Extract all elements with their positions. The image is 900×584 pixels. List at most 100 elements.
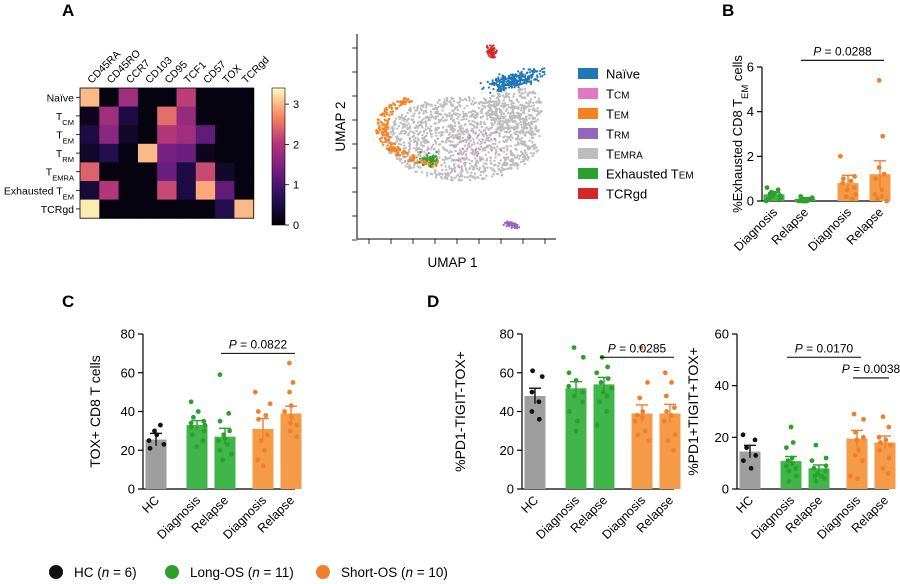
chartD2-point-4 [876,434,882,440]
umap-legend-swatch-tcrgd [578,188,598,199]
umap-point-tem [379,140,383,143]
umap-point-temra [429,113,433,116]
umap-point-temra [528,132,532,136]
umap-point-temra [513,156,517,159]
umap-point-temra [484,106,487,109]
umap-point-tem [398,154,402,157]
umap-point-temra [471,148,475,152]
umap-point-temra [463,176,466,179]
umap-point-temra [409,139,412,143]
umap-point-temra [499,117,502,120]
umap-point-temra [438,150,441,154]
umap-point-temra [527,113,531,117]
umap-point-naive [492,88,495,91]
umap-point-temra [422,129,426,133]
umap-point-tem [424,160,427,164]
umap-point-temra [486,111,489,114]
umap-point-tcm [465,153,468,156]
umap-point-temra [510,106,513,110]
umap-point-naive [521,75,524,78]
chartB-point-2 [840,180,846,186]
umap-point-tem [395,150,398,153]
umap-point-temra [516,167,519,170]
umap-point-temra [481,156,484,159]
umap-point-tcrgd [487,54,490,57]
umap-point-temra [421,105,425,108]
umap-point-naive [504,83,507,86]
heatmap-cell [234,162,255,182]
umap-point-temra [472,103,475,106]
colorbar-tick-label: 0 [293,220,299,232]
bar-chart-d2: 0204060%PD1+TIGIT+TOX+HCDiagnosisRelapse… [685,327,900,542]
umap-point-temra [536,107,539,110]
umap-point-extem [426,156,429,159]
umap-point-temra [450,178,454,181]
umap-point-temra [452,127,456,130]
umap-point-temra [523,133,526,137]
umap-point-temra [517,111,520,115]
umap-point-naive [513,80,516,83]
umap-point-naive [508,86,511,89]
umap-point-temra [479,143,482,146]
umap-point-naive [499,85,502,88]
umap-point-temra [491,168,494,172]
umap-point-temra [517,114,520,117]
umap-point-tem [388,106,391,109]
umap-point-temra [516,164,519,167]
umap-point-temra [471,123,474,127]
umap-point-temra [522,111,525,114]
umap-point-temra [422,117,425,121]
umap-point-temra [450,96,453,100]
umap-point-temra [491,142,495,146]
umap-point-temra [504,120,508,123]
umap-point-temra [409,166,413,170]
chartD2-point-1 [788,424,794,430]
umap-point-temra [532,104,535,107]
umap-point-temra [524,91,527,94]
heatmap-cell [176,125,197,145]
legend-label-n: n [252,565,260,580]
chartD1-sig-label-val: = 0.0285 [616,341,667,355]
heatmap-row-label-base: T [56,148,63,160]
heatmap-row-label: TEMRA [46,167,75,183]
heatmap-cell [118,88,139,108]
heatmap-cell [176,199,197,219]
umap-point-temra [532,136,535,139]
umap-point-temra [449,143,452,147]
umap-point-temra [410,118,413,121]
heatmap-cell [215,125,235,145]
umap-point-temra [521,92,524,95]
umap-point-extem [429,161,432,164]
chartB-point-0 [764,185,770,191]
umap-point-tem [408,100,411,103]
umap-point-temra [530,134,533,137]
umap-point-temra [509,164,512,167]
umap-point-temra [434,142,438,145]
chartD2-point-2 [813,442,819,448]
chartB-point-0 [775,187,781,193]
umap-point-temra [493,121,497,124]
heatmap-cell [195,106,216,126]
umap-point-trm [512,222,516,225]
umap-point-temra [514,126,517,129]
umap-point-temra [494,148,497,151]
umap-point-temra [510,157,514,161]
umap-point-temra [525,153,529,156]
umap-point-temra [452,109,455,113]
umap-point-naive [526,80,529,83]
umap-point-temra [447,136,451,140]
umap-point-temra [492,117,496,120]
umap-point-tem [385,138,388,142]
umap-point-temra [488,113,491,117]
umap-point-temra [526,147,530,151]
umap-point-temra [444,175,447,179]
umap-point-temra [417,112,421,115]
umap-point-tem [389,141,392,145]
umap-point-trm [502,223,505,226]
chartB-point-3 [873,176,879,182]
umap-point-temra [479,116,483,119]
chartD2-y-tick-label: 40 [715,378,729,393]
umap-point-temra [491,146,494,150]
umap-point-temra [500,125,503,128]
